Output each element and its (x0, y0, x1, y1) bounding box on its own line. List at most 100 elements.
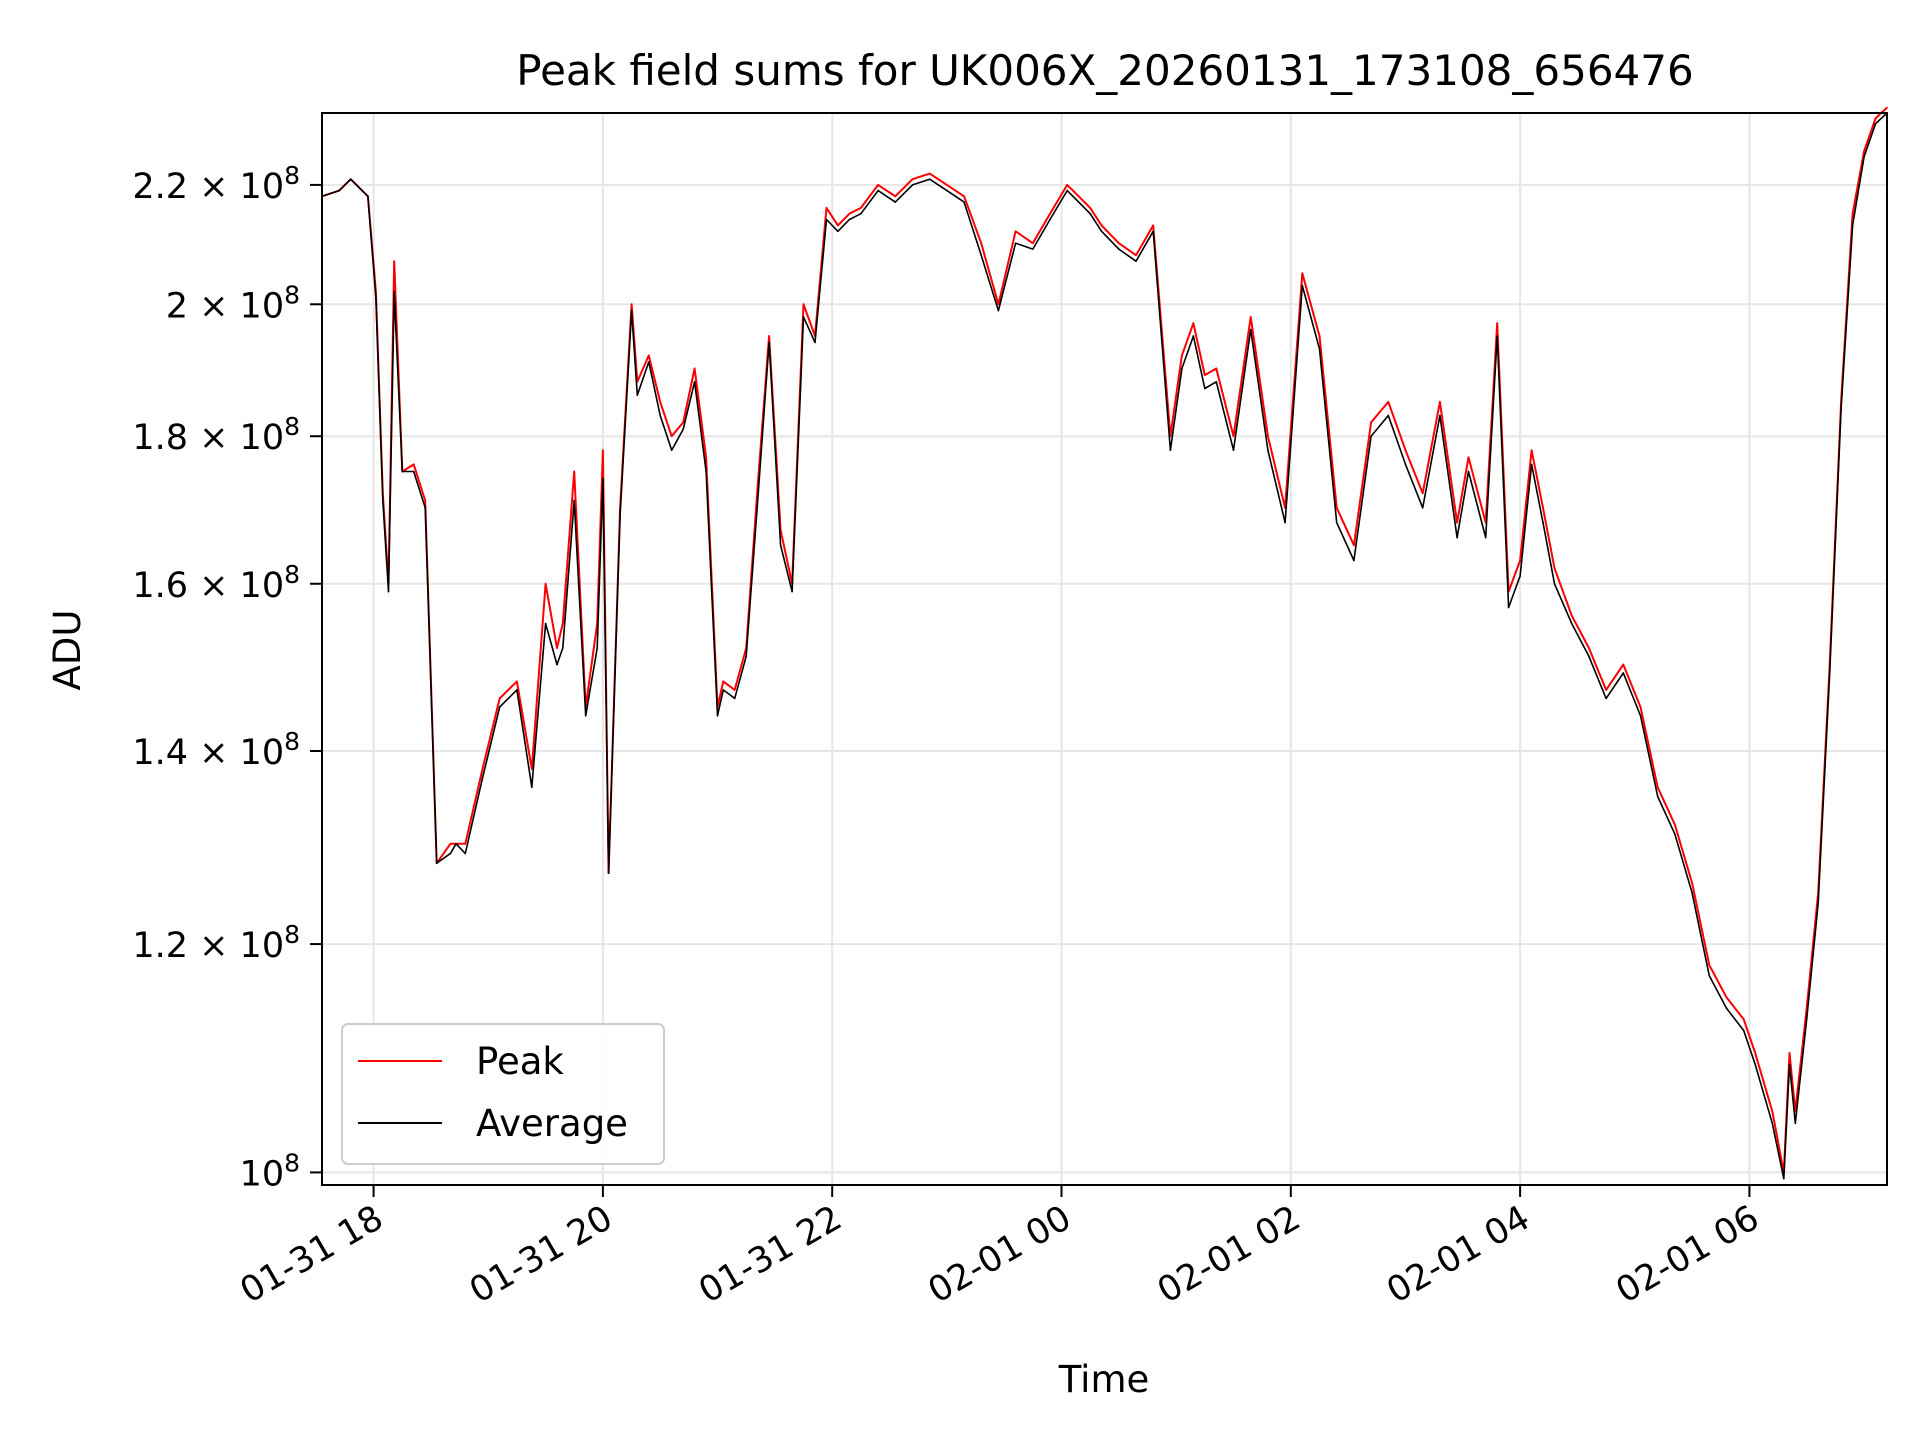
y-tick-label: 1.2 × 108 (132, 920, 300, 966)
legend: Peak Average (341, 1023, 665, 1165)
legend-box (341, 1023, 665, 1165)
data-point-average (1467, 470, 1470, 473)
data-point-average (928, 178, 931, 180)
data-point-peak (1519, 559, 1521, 562)
data-point-peak (802, 303, 805, 306)
data-point-peak (946, 184, 948, 186)
data-point-average (997, 309, 1000, 312)
data-point-average (481, 777, 484, 779)
data-point-peak (1335, 507, 1338, 509)
data-point-average (980, 254, 982, 256)
data-point-average (1169, 449, 1172, 452)
legend-label-peak: Peak (476, 1040, 564, 1083)
data-point-average (1456, 536, 1458, 539)
data-point-average (584, 714, 587, 717)
data-point-average (636, 394, 639, 397)
data-point-peak (1301, 272, 1304, 275)
data-point-average (435, 862, 438, 864)
data-point-average (1530, 463, 1533, 466)
data-point-peak (424, 499, 427, 502)
data-point-average (1828, 672, 1831, 674)
data-point-average (1353, 559, 1355, 562)
data-point-average (498, 706, 501, 708)
data-point-peak (670, 435, 673, 438)
plot-area-frame (321, 112, 1888, 1186)
data-point-average (733, 697, 736, 700)
data-point-peak (963, 195, 965, 198)
data-point-peak (516, 680, 518, 683)
data-point-average (1118, 248, 1120, 250)
x-axis-label: Time (1058, 1358, 1150, 1401)
data-point-peak (1467, 456, 1470, 459)
data-point-average (1691, 892, 1693, 894)
data-point-average (1725, 1007, 1728, 1010)
data-point-average (449, 852, 452, 855)
data-point-average (1370, 435, 1372, 438)
data-point-peak (1318, 335, 1321, 337)
data-point-peak (682, 421, 684, 424)
data-point-average (860, 212, 862, 215)
data-point-average (455, 843, 457, 845)
data-point-peak (1152, 224, 1154, 227)
data-point-peak (412, 463, 415, 466)
data-point-peak (573, 470, 575, 473)
data-point-average (1232, 449, 1235, 452)
data-point-peak (1181, 354, 1183, 357)
data-point-peak (1077, 195, 1080, 198)
data-point-average (1656, 795, 1659, 798)
data-point-peak (911, 178, 914, 180)
data-point-peak (1192, 322, 1195, 325)
data-point-average (602, 477, 604, 480)
data-point-peak (1456, 521, 1458, 524)
data-point-average (1742, 1029, 1745, 1032)
data-point-peak (1421, 492, 1424, 495)
data-point-peak (1370, 421, 1372, 424)
data-point-average (1152, 230, 1154, 233)
data-point-average (412, 470, 415, 473)
data-point-average (682, 428, 684, 431)
data-point-average (1588, 655, 1590, 658)
data-point-peak (1204, 374, 1206, 376)
data-point-average (1439, 414, 1441, 417)
data-point-average (1496, 335, 1498, 337)
data-point-peak (825, 207, 828, 209)
data-point-average (911, 184, 914, 186)
y-tick-label: 1.8 × 108 (132, 412, 300, 458)
data-point-average (1788, 1063, 1791, 1066)
data-point-average (338, 189, 341, 192)
data-point-peak (659, 401, 661, 403)
data-point-average (1674, 833, 1676, 835)
data-point-peak (705, 456, 707, 459)
data-point-average (556, 663, 558, 666)
data-point-average (1794, 1122, 1797, 1125)
data-point-peak (1267, 435, 1269, 438)
data-point-average (1387, 414, 1390, 417)
data-point-peak (1674, 823, 1676, 826)
data-point-peak (928, 172, 931, 175)
data-point-peak (1622, 663, 1625, 666)
data-point-average (630, 309, 633, 312)
data-point-average (946, 189, 948, 192)
data-point-average (825, 218, 828, 221)
data-point-average (716, 714, 719, 717)
data-point-average (1301, 284, 1304, 287)
data-point-average (722, 689, 725, 691)
data-point-peak (1886, 106, 1888, 109)
data-point-average (848, 218, 851, 221)
data-point-average (596, 647, 598, 649)
data-point-average (1181, 367, 1183, 370)
data-point-average (1851, 224, 1854, 227)
y-tick-label: 1.6 × 108 (132, 560, 300, 606)
data-point-average (1049, 218, 1051, 221)
data-point-average (648, 361, 650, 363)
data-point-average (1077, 201, 1080, 203)
data-point-peak (1100, 224, 1103, 227)
data-point-average (1192, 335, 1195, 337)
data-point-average (1066, 189, 1068, 192)
data-point-average (659, 414, 661, 417)
data-point-average (1771, 1122, 1774, 1125)
data-point-average (802, 316, 805, 318)
data-point-peak (997, 303, 1000, 306)
